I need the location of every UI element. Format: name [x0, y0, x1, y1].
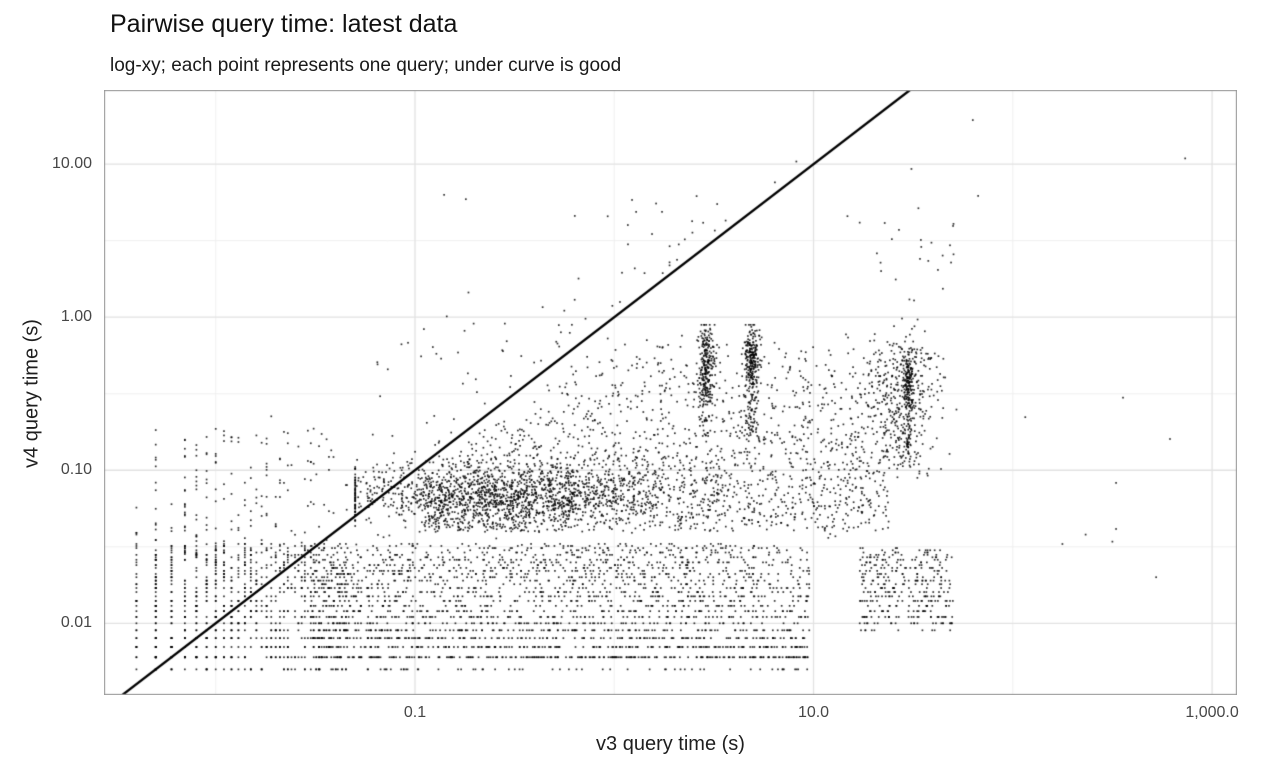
x-tick-label: 10.0	[797, 704, 830, 721]
plot-subtitle: log-xy; each point represents one query;…	[110, 55, 622, 76]
plot-title: Pairwise query time: latest data	[110, 10, 458, 38]
x-tick-label: 0.1	[403, 704, 427, 721]
y-tick-label: 1.00	[60, 308, 92, 326]
y-tick-label: 10.00	[51, 155, 92, 173]
x-axis-title: v3 query time (s)	[596, 733, 745, 755]
y-tick-label: 0.10	[60, 461, 92, 479]
scatter-plot-panel	[104, 90, 1237, 695]
y-axis-title: v4 query time (s)	[20, 319, 43, 468]
x-tick-label: 1,000.0	[1185, 704, 1239, 721]
y-tick-label: 0.01	[60, 614, 92, 632]
